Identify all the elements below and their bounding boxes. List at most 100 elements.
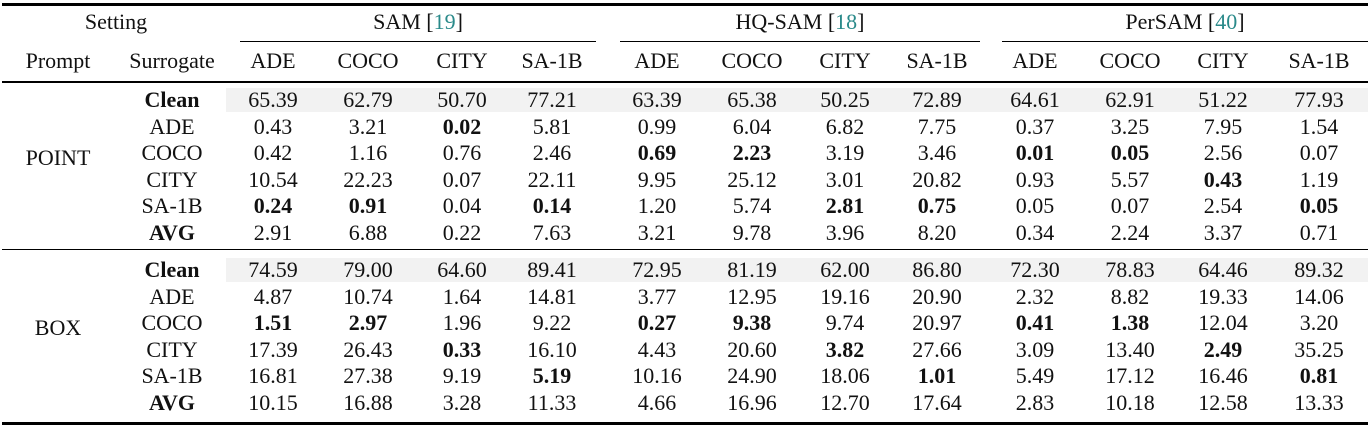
table-cell: 0.02 [442,113,482,139]
hqsam-citation: 18 [835,9,858,34]
table-cell: 16.96 [727,389,777,415]
table-cell: 5.81 [532,113,572,139]
table-cell: 3.96 [825,219,865,245]
setting-header: Setting [84,9,148,34]
dataset-header: ADE [1012,48,1058,73]
table-cell: 0.43 [1203,166,1243,192]
table-cell: 51.22 [1198,87,1248,112]
table-cell: 2.24 [1110,219,1150,245]
table-cell: 0.99 [637,113,677,139]
table-cell: 72.95 [632,257,682,282]
table-cell: 0.91 [348,193,388,218]
table-cell: 0.93 [1015,166,1055,192]
table-cell: 72.30 [1010,257,1060,282]
clean-row-shading [226,88,1368,112]
table-cell: 77.93 [1294,87,1344,112]
persam-header: PerSAM [40] [1125,9,1245,34]
table-cell: 86.80 [912,257,962,282]
table-cell: 3.21 [348,113,388,139]
table-cell: 81.19 [727,257,777,282]
hqsam-header-rule [620,41,980,42]
table-cell: 3.01 [825,166,865,192]
table-cell: 1.16 [348,140,388,165]
group-separator-rule [2,249,1368,250]
table-cell: 12.04 [1198,310,1248,335]
table-cell: 9.74 [825,310,865,335]
table-cell: 3.19 [825,140,865,165]
sam-header: SAM [19] [373,9,463,34]
table-cell: 1.20 [637,193,677,218]
table-cell: 3.82 [825,336,865,362]
table-cell: 65.38 [727,87,777,112]
dataset-header: CITY [819,48,871,73]
table-cell: 25.12 [727,166,777,192]
table-cell: 16.81 [248,363,298,388]
table-cell: 0.42 [253,140,293,165]
table-cell: 0.75 [917,193,957,218]
table-cell: 4.43 [637,336,677,362]
top-rule [2,3,1368,6]
table-cell: 0.14 [532,193,572,218]
table-cell: 7.63 [532,219,572,245]
table-cell: 2.23 [732,140,772,165]
table-cell: 0.07 [442,166,482,192]
dataset-header: ADE [250,48,296,73]
table-cell: 10.16 [632,363,682,388]
table-cell: 7.75 [917,113,957,139]
table-cell: 0.76 [442,140,482,165]
table-cell: 13.40 [1105,336,1155,362]
table-cell: 27.66 [912,336,962,362]
surrogate-label: SA-1B [141,193,203,218]
surrogate-label: CITY [146,166,198,192]
table-cell: 3.46 [917,140,957,165]
table-cell: 5.49 [1015,363,1055,388]
table-cell: 1.19 [1299,166,1339,192]
table-cell: 0.22 [442,219,482,245]
dataset-header: COCO [337,48,399,73]
table-cell: 2.91 [253,219,293,245]
table-cell: 50.25 [820,87,870,112]
table-cell: 4.87 [253,283,293,309]
table-cell: 0.24 [253,193,293,218]
table-cell: 2.54 [1203,193,1243,218]
table-cell: 2.56 [1203,140,1243,165]
table-cell: 3.20 [1299,310,1339,335]
bottom-rule [2,422,1368,425]
table-cell: 1.51 [253,310,293,335]
surrogate-label: SA-1B [141,363,203,388]
table-cell: 63.39 [632,87,682,112]
table-cell: 9.78 [732,219,772,245]
table-cell: 0.71 [1299,219,1339,245]
table-cell: 79.00 [343,257,393,282]
table-cell: 22.11 [527,166,577,192]
prompt-label: BOX [34,315,82,341]
dataset-header: SA-1B [1288,48,1350,73]
table-cell: 9.19 [442,363,482,388]
table-cell: 64.46 [1198,257,1248,282]
table-cell: 1.01 [917,363,957,388]
table-cell: 27.38 [343,363,393,388]
surrogate-header: Surrogate [129,48,215,73]
hqsam-header: HQ-SAM [18] [735,9,865,34]
table-cell: 50.70 [437,87,487,112]
surrogate-label: COCO [141,310,203,335]
table-cell: 6.04 [732,113,772,139]
surrogate-label: COCO [141,140,203,165]
table-cell: 0.05 [1110,140,1150,165]
table-cell: 0.07 [1110,193,1150,218]
table-cell: 0.41 [1015,310,1055,335]
table-cell: 62.00 [820,257,870,282]
table-cell: 18.06 [820,363,870,388]
table-cell: 4.66 [637,389,677,415]
table-cell: 11.33 [527,389,577,415]
table-cell: 10.74 [343,283,393,309]
surrogate-label: ADE [149,113,195,139]
clean-row-shading [226,258,1368,282]
table-cell: 3.09 [1015,336,1055,362]
sam-citation: 19 [433,9,456,34]
table-cell: 3.21 [637,219,677,245]
table-cell: 14.81 [527,283,577,309]
table-cell: 0.37 [1015,113,1055,139]
table-cell: 0.33 [442,336,482,362]
